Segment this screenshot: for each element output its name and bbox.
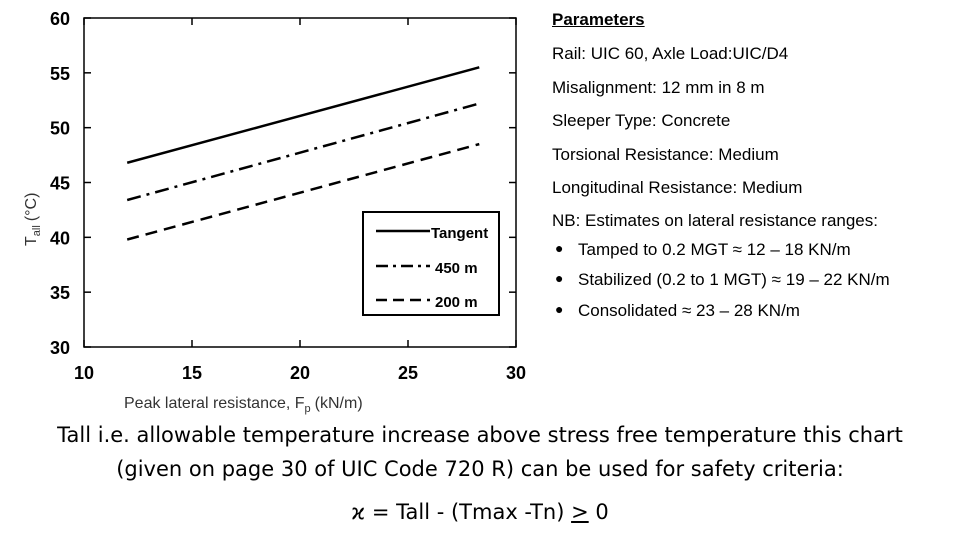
y-axis-label-sub: all [31, 225, 43, 236]
resistance-item-text: Consolidated ≈ 23 – 28 KN/m [578, 300, 800, 320]
resistance-item: ● Tamped to 0.2 MGT ≈ 12 – 18 KN/m [552, 240, 952, 260]
y-axis-label-unit: (°C) [23, 193, 40, 222]
legend-label-450: 450 m [435, 260, 478, 277]
bullet-icon: ● [555, 270, 564, 287]
resistance-item-text: Tamped to 0.2 MGT ≈ 12 – 18 KN/m [578, 239, 851, 259]
caption-line-1: Tall i.e. allowable temperature increase… [57, 423, 903, 447]
caption-line-2: (given on page 30 of UIC Code 720 R) can… [116, 457, 844, 481]
legend-label-tangent: Tangent [431, 225, 488, 242]
y-tick-label: 35 [50, 283, 70, 303]
formula-geq: > [571, 500, 589, 524]
y-tick-label: 45 [50, 174, 70, 194]
x-axis-label-main: Peak lateral resistance, F [124, 395, 305, 412]
y-axis-label: Tall (°C) [23, 193, 43, 246]
formula-rhs: 0 [588, 500, 609, 524]
x-tick-label: 30 [506, 363, 526, 383]
param-nb: NB: Estimates on lateral resistance rang… [552, 211, 878, 231]
param-longitudinal: Longitudinal Resistance: Medium [552, 177, 803, 197]
resistance-item: ● Stabilized (0.2 to 1 MGT) ≈ 19 – 22 KN/… [552, 270, 952, 290]
param-torsional: Torsional Resistance: Medium [552, 144, 779, 164]
parameters-panel: Parameters Rail: UIC 60, Axle Load:UIC/D… [552, 10, 952, 331]
y-tick-label: 60 [50, 9, 70, 29]
bullet-icon: ● [555, 239, 564, 256]
x-tick-label: 20 [290, 363, 310, 383]
y-tick-label: 50 [50, 119, 70, 139]
y-tick-label: 30 [50, 338, 70, 358]
legend-box [362, 211, 500, 316]
resistance-list: ● Tamped to 0.2 MGT ≈ 12 – 18 KN/m ● Stabi… [552, 240, 952, 321]
x-axis-label-unit: (kN/m) [315, 395, 363, 412]
legend-label-200: 200 m [435, 294, 478, 311]
y-tick-label: 55 [50, 64, 70, 84]
y-tick-label: 40 [50, 228, 70, 248]
x-tick-label: 10 [74, 363, 94, 383]
y-axis-label-main: T [23, 236, 40, 246]
formula-text: = Tall - (Tmax -Tn) [365, 500, 572, 524]
x-tick-label: 25 [398, 363, 418, 383]
param-misalignment: Misalignment: 12 mm in 8 m [552, 77, 765, 97]
x-axis-label-sub: p [305, 403, 311, 415]
resistance-item-text: Stabilized (0.2 to 1 MGT) ≈ 19 – 22 KN/m [578, 270, 890, 290]
x-axis-label: Peak lateral resistance, Fp (kN/m) [124, 395, 363, 415]
param-rail: Rail: UIC 60, Axle Load:UIC/D4 [552, 44, 789, 64]
caption: Tall i.e. allowable temperature increase… [0, 418, 960, 486]
safety-formula: ϰ = Tall - (Tmax -Tn) > 0 [0, 500, 960, 524]
param-sleeper: Sleeper Type: Concrete [552, 111, 731, 131]
resistance-item: ● Consolidated ≈ 23 – 28 KN/m [552, 301, 952, 321]
series-line-tangent [126, 66, 480, 164]
formula-symbol: ϰ [351, 500, 366, 524]
series-line-200-m [126, 142, 480, 241]
parameters-title: Parameters [552, 10, 645, 29]
legend: Tangent 450 m 200 m [362, 211, 500, 316]
series-line-450-m [126, 102, 480, 202]
bullet-icon: ● [555, 300, 564, 317]
x-tick-label: 15 [182, 363, 202, 383]
